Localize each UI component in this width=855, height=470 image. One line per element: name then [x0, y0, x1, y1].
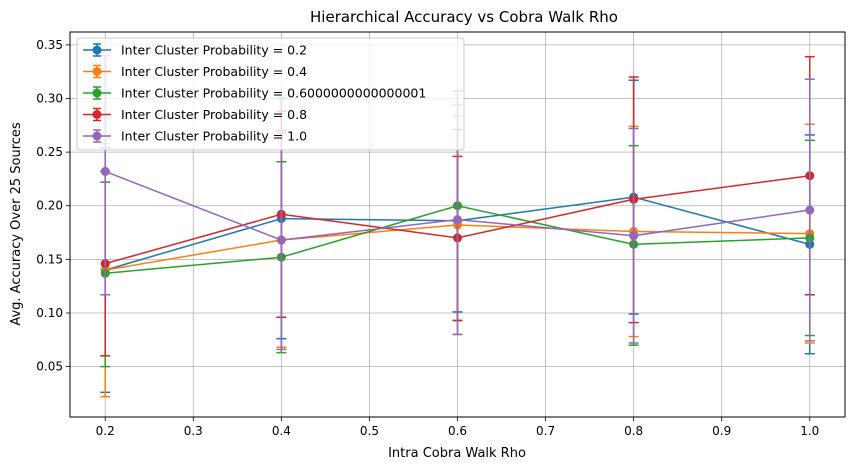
- x-axis-ticks: 0.2 0.3 0.4 0.5 0.6 0.7 0.8 0.9 1.0: [96, 417, 819, 438]
- x-tick-label: 0.4: [272, 424, 291, 438]
- legend-marker: [92, 110, 102, 119]
- legend: Inter Cluster Probability = 0.2 Inter Clu…: [76, 37, 465, 151]
- y-tick-label: 0.35: [36, 38, 63, 52]
- x-tick-label: 1.0: [800, 424, 819, 438]
- legend-item: Inter Cluster Probability = 0.2: [83, 43, 307, 58]
- legend-item: Inter Cluster Probability = 0.4: [83, 64, 307, 79]
- y-tick-label: 0.15: [36, 252, 63, 266]
- y-tick-label: 0.05: [36, 360, 63, 374]
- data-point: [100, 166, 110, 176]
- x-tick-label: 0.5: [360, 424, 379, 438]
- legend-label: Inter Cluster Probability = 0.4: [121, 64, 307, 79]
- y-axis-ticks: 0.05 0.10 0.15 0.20 0.25 0.30 0.35: [36, 38, 70, 374]
- y-tick-label: 0.30: [36, 91, 63, 105]
- y-tick-label: 0.10: [36, 306, 63, 320]
- legend-marker: [92, 88, 102, 98]
- data-point: [276, 235, 286, 245]
- data-point: [805, 205, 815, 215]
- y-axis-label: Avg. Accuracy Over 25 Sources: [9, 122, 24, 326]
- x-tick-label: 0.3: [184, 424, 203, 438]
- legend-label: Inter Cluster Probability = 0.2: [121, 43, 307, 58]
- legend-marker: [92, 67, 102, 76]
- data-point: [453, 215, 462, 225]
- chart-title: Hierarchical Accuracy vs Cobra Walk Rho: [310, 8, 618, 26]
- legend-box: [76, 37, 465, 151]
- y-tick-label: 0.20: [36, 199, 63, 213]
- legend-marker: [92, 131, 102, 141]
- legend-marker: [92, 45, 102, 55]
- data-point: [629, 231, 639, 241]
- legend-item: Inter Cluster Probability = 0.8: [83, 107, 307, 122]
- x-tick-label: 0.6: [448, 424, 467, 438]
- legend-item: Inter Cluster Probability = 1.0: [83, 129, 307, 144]
- x-tick-label: 0.2: [96, 424, 115, 438]
- x-axis-label: Intra Cobra Walk Rho: [388, 446, 526, 461]
- legend-label: Inter Cluster Probability = 0.8: [121, 107, 307, 122]
- legend-label: Inter Cluster Probability = 0.6000000000…: [121, 86, 426, 101]
- plot-frame: [69, 31, 846, 418]
- x-tick-label: 0.9: [712, 424, 731, 438]
- legend-label: Inter Cluster Probability = 1.0: [121, 129, 307, 144]
- y-tick-label: 0.25: [36, 145, 63, 159]
- legend-item: Inter Cluster Probability = 0.6000000000…: [83, 86, 426, 101]
- x-tick-label: 0.8: [624, 424, 643, 438]
- x-tick-label: 0.7: [536, 424, 555, 438]
